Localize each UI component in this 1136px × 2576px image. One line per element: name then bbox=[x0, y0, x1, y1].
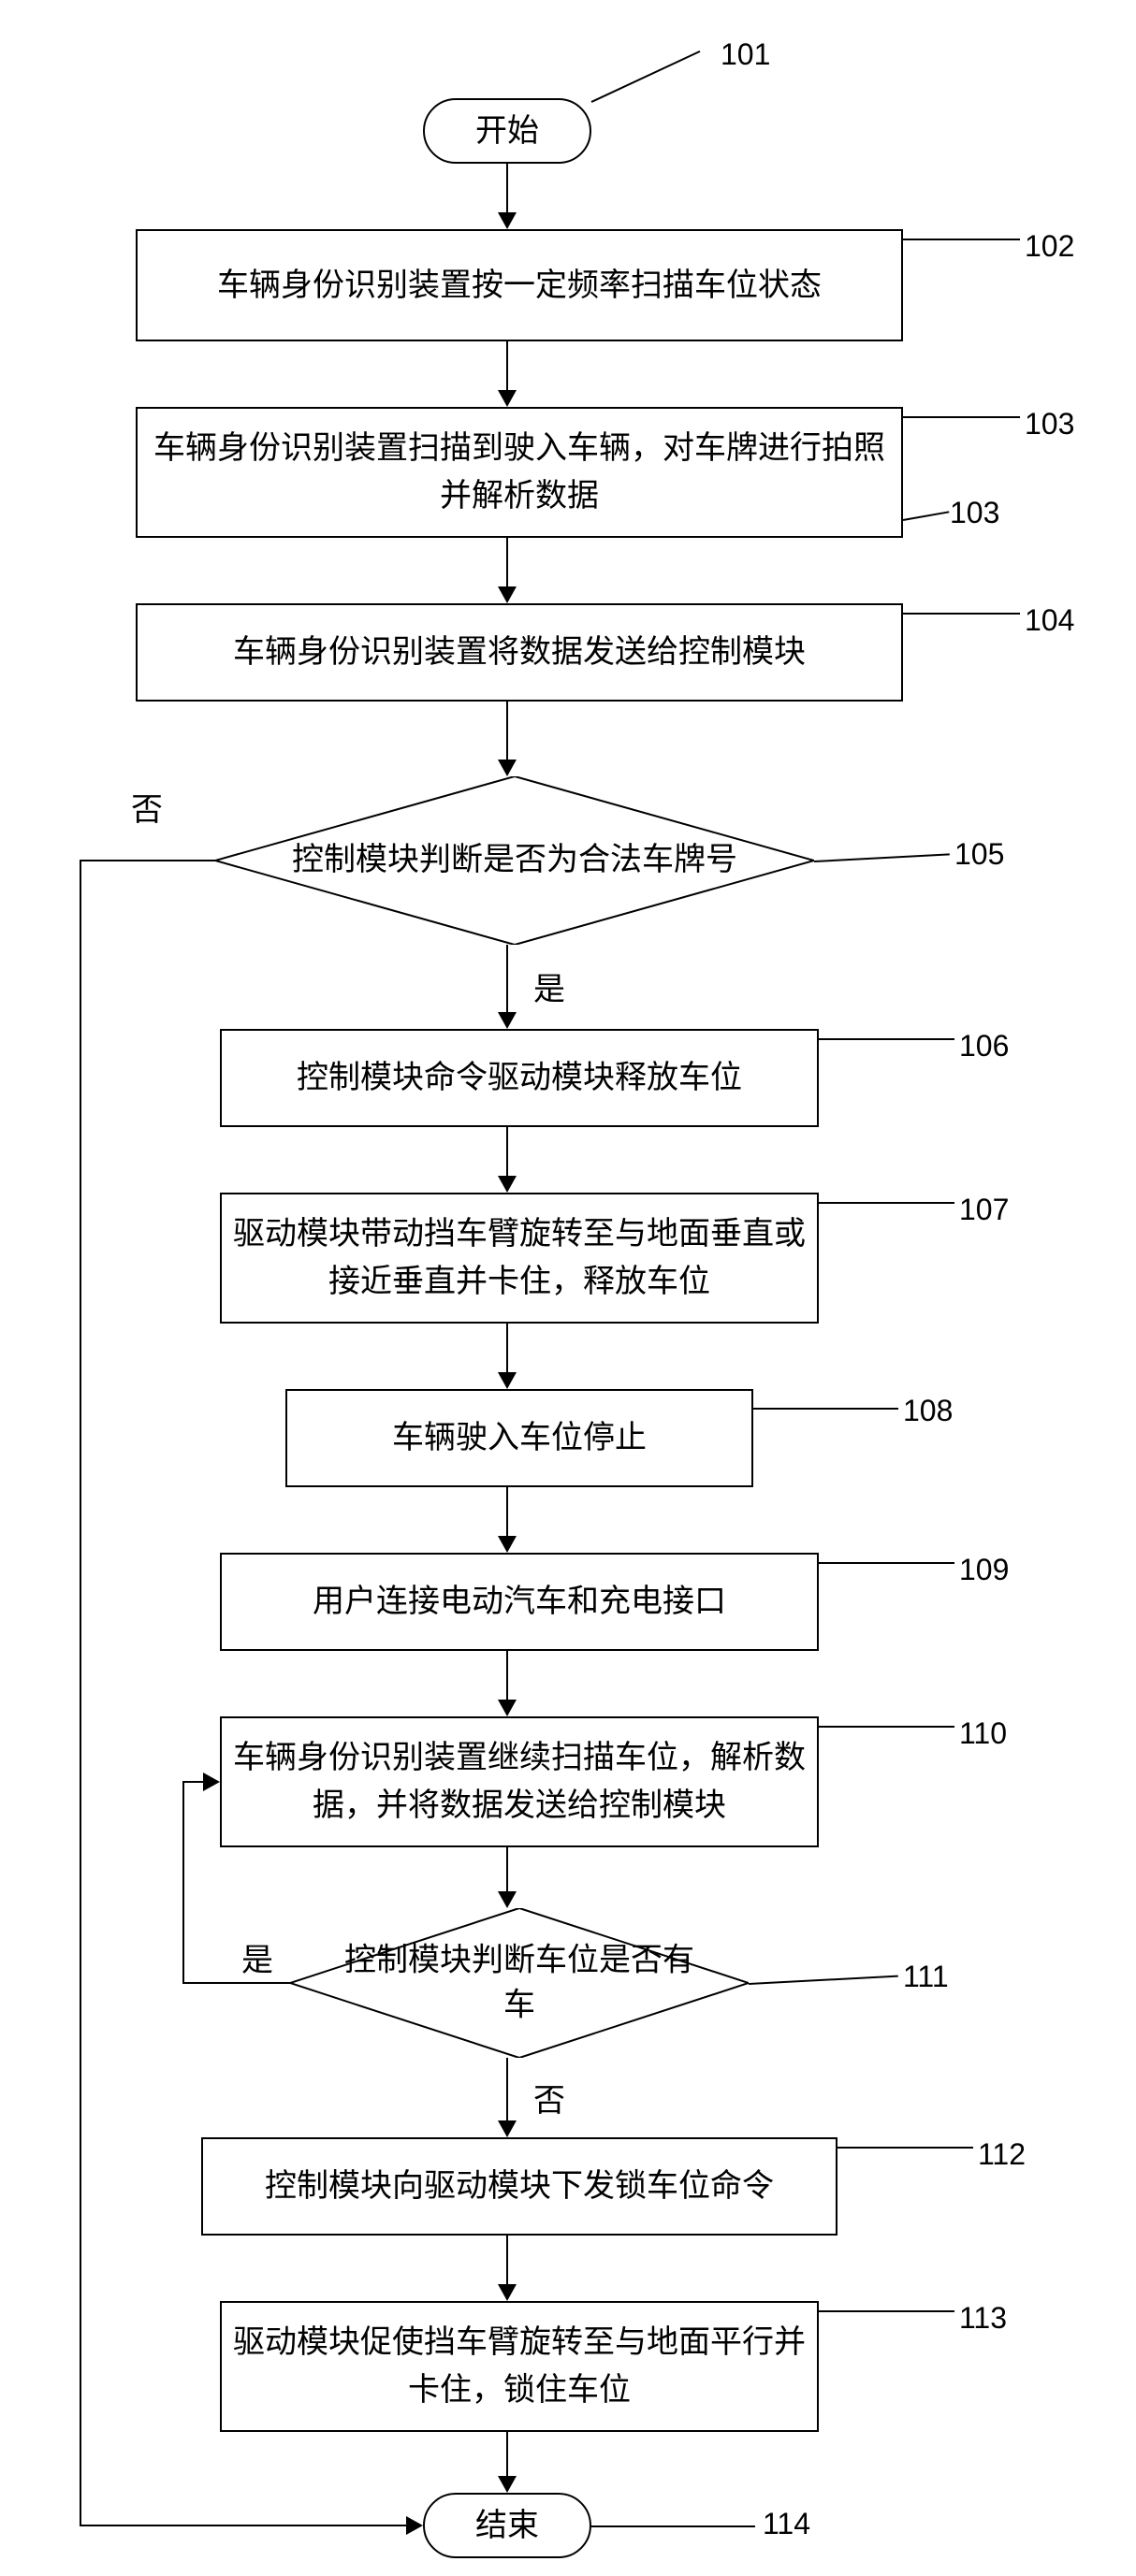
process-103-text: 车辆身份识别装置扫描到驶入车辆，对车牌进行拍照并解析数据 bbox=[149, 425, 890, 520]
yes111-v bbox=[182, 1782, 184, 1984]
lead-103b bbox=[903, 511, 950, 521]
no105-h2 bbox=[80, 2525, 406, 2526]
ref-102: 102 bbox=[1025, 229, 1074, 264]
process-108-text: 车辆驶入车位停止 bbox=[392, 1414, 647, 1462]
lead-105 bbox=[814, 853, 950, 862]
branch-yes-111: 是 bbox=[241, 1934, 273, 1980]
edge-104-105 bbox=[506, 702, 508, 760]
edge-101-102-head bbox=[498, 212, 517, 229]
process-107-text: 驱动模块带动挡车臂旋转至与地面垂直或接近垂直并卡住，释放车位 bbox=[233, 1210, 806, 1306]
lead-104 bbox=[903, 613, 1020, 615]
edge-107-108-head bbox=[498, 1372, 517, 1389]
ref-103b: 103 bbox=[950, 496, 999, 530]
process-110-text: 车辆身份识别装置继续扫描车位，解析数据，并将数据发送给控制模块 bbox=[233, 1734, 806, 1830]
flowchart-canvas: 开始 101 车辆身份识别装置按一定频率扫描车位状态 102 车辆身份识别装置扫… bbox=[0, 0, 1136, 2576]
edge-108-109-head bbox=[498, 1536, 517, 1553]
ref-112: 112 bbox=[978, 2137, 1026, 2172]
edge-107-108 bbox=[506, 1324, 508, 1372]
edge-113-114 bbox=[506, 2432, 508, 2476]
ref-105: 105 bbox=[954, 837, 1004, 872]
ref-110: 110 bbox=[959, 1716, 1007, 1751]
edge-103-104 bbox=[506, 538, 508, 586]
edge-102-103 bbox=[506, 341, 508, 390]
yes111-h1 bbox=[182, 1982, 290, 1984]
ref-106: 106 bbox=[959, 1029, 1009, 1064]
lead-111 bbox=[749, 1975, 898, 1985]
end-terminator: 结束 bbox=[423, 2493, 591, 2558]
process-110: 车辆身份识别装置继续扫描车位，解析数据，并将数据发送给控制模块 bbox=[220, 1716, 819, 1847]
decision-111-text: 控制模块判断车位是否有车 bbox=[336, 1938, 703, 2027]
edge-102-103-head bbox=[498, 390, 517, 407]
edge-103-104-head bbox=[498, 586, 517, 603]
process-107: 驱动模块带动挡车臂旋转至与地面垂直或接近垂直并卡住，释放车位 bbox=[220, 1193, 819, 1324]
ref-114: 114 bbox=[763, 2507, 810, 2541]
ref-108: 108 bbox=[903, 1394, 953, 1428]
branch-yes-105: 是 bbox=[533, 963, 565, 1009]
process-106: 控制模块命令驱动模块释放车位 bbox=[220, 1029, 819, 1127]
yes111-h2 bbox=[182, 1781, 203, 1783]
lead-110 bbox=[819, 1726, 954, 1728]
no105-v bbox=[80, 860, 81, 2525]
edge-108-109 bbox=[506, 1487, 508, 1536]
process-106-text: 控制模块命令驱动模块释放车位 bbox=[297, 1054, 742, 1102]
lead-102 bbox=[903, 239, 1020, 240]
edge-113-114-head bbox=[498, 2476, 517, 2493]
ref-104: 104 bbox=[1025, 603, 1074, 638]
yes111-head bbox=[203, 1773, 220, 1791]
edge-111-112 bbox=[506, 2058, 508, 2120]
process-104-text: 车辆身份识别装置将数据发送给控制模块 bbox=[233, 629, 806, 676]
lead-107 bbox=[819, 1202, 954, 1204]
ref-107: 107 bbox=[959, 1193, 1009, 1227]
end-text: 结束 bbox=[475, 2502, 539, 2550]
edge-105-106-head bbox=[498, 1012, 517, 1029]
lead-114 bbox=[591, 2525, 755, 2527]
process-113: 驱动模块促使挡车臂旋转至与地面平行并卡住，锁住车位 bbox=[220, 2301, 819, 2432]
process-102-text: 车辆身份识别装置按一定频率扫描车位状态 bbox=[217, 262, 822, 310]
process-102: 车辆身份识别装置按一定频率扫描车位状态 bbox=[136, 229, 903, 341]
edge-109-110-head bbox=[498, 1700, 517, 1716]
lead-103 bbox=[903, 416, 1020, 418]
branch-no-105: 否 bbox=[131, 784, 163, 830]
edge-106-107-head bbox=[498, 1176, 517, 1193]
lead-113 bbox=[819, 2310, 954, 2312]
process-109-text: 用户连接电动汽车和充电接口 bbox=[313, 1578, 726, 1626]
no105-h1 bbox=[80, 860, 215, 861]
edge-110-111-head bbox=[498, 1891, 517, 1908]
process-108: 车辆驶入车位停止 bbox=[285, 1389, 753, 1487]
lead-112 bbox=[837, 2147, 973, 2149]
decision-105: 控制模块判断是否为合法车牌号 bbox=[215, 776, 814, 945]
edge-101-102 bbox=[506, 164, 508, 212]
ref-111: 111 bbox=[903, 1960, 949, 1994]
decision-111: 控制模块判断车位是否有车 bbox=[290, 1908, 749, 2058]
edge-110-111 bbox=[506, 1847, 508, 1891]
edge-105-106 bbox=[506, 945, 508, 1012]
lead-109 bbox=[819, 1562, 954, 1564]
start-text: 开始 bbox=[475, 108, 539, 155]
lead-108 bbox=[753, 1408, 898, 1410]
process-104: 车辆身份识别装置将数据发送给控制模块 bbox=[136, 603, 903, 702]
ref-101: 101 bbox=[721, 37, 770, 72]
ref-109: 109 bbox=[959, 1553, 1009, 1587]
edge-109-110 bbox=[506, 1651, 508, 1700]
no105-head bbox=[406, 2516, 423, 2535]
edge-112-113-head bbox=[498, 2284, 517, 2301]
lead-101 bbox=[591, 51, 701, 103]
process-112: 控制模块向驱动模块下发锁车位命令 bbox=[201, 2137, 837, 2236]
ref-113: 113 bbox=[959, 2301, 1007, 2336]
process-109: 用户连接电动汽车和充电接口 bbox=[220, 1553, 819, 1651]
edge-104-105-head bbox=[498, 760, 517, 776]
lead-106 bbox=[819, 1038, 954, 1040]
edge-112-113 bbox=[506, 2236, 508, 2284]
edge-111-112-head bbox=[498, 2120, 517, 2137]
decision-105-text: 控制模块判断是否为合法车牌号 bbox=[275, 838, 754, 883]
edge-106-107 bbox=[506, 1127, 508, 1176]
ref-103: 103 bbox=[1025, 407, 1074, 441]
process-113-text: 驱动模块促使挡车臂旋转至与地面平行并卡住，锁住车位 bbox=[233, 2319, 806, 2414]
process-103: 车辆身份识别装置扫描到驶入车辆，对车牌进行拍照并解析数据 bbox=[136, 407, 903, 538]
branch-no-111: 否 bbox=[533, 2075, 565, 2120]
start-terminator: 开始 bbox=[423, 98, 591, 164]
process-112-text: 控制模块向驱动模块下发锁车位命令 bbox=[265, 2163, 774, 2210]
